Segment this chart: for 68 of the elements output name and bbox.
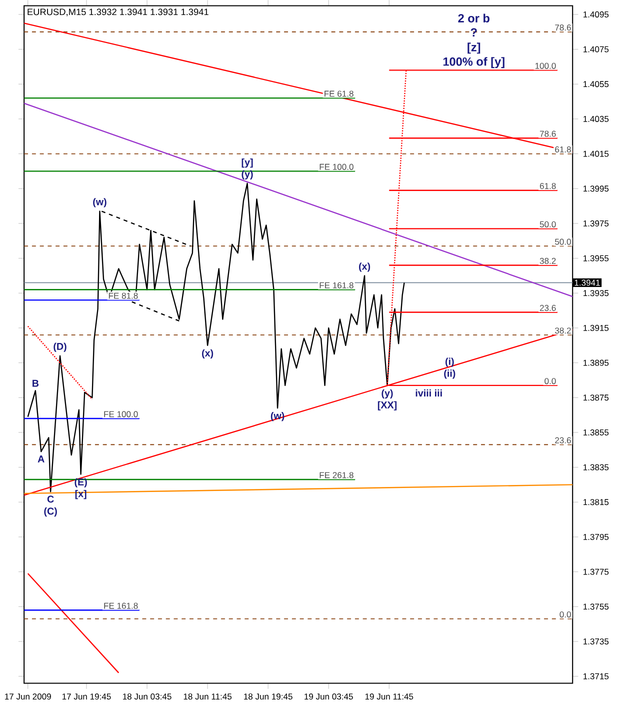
annotation: 23.6 <box>555 437 572 444</box>
annotation: 2 or b <box>458 14 490 22</box>
annotation: (w) <box>93 198 107 208</box>
x-tick-label: 19 Jun 11:45 <box>366 694 414 700</box>
annotation: FE 100.0 <box>104 411 138 418</box>
y-tick-label: 1.3735 <box>584 638 609 644</box>
y-tick-label: 1.3915 <box>584 324 609 331</box>
annotation: FE 161.8 <box>320 282 354 288</box>
annotation: 0.0 <box>544 378 556 384</box>
annotation: (y) <box>242 170 253 180</box>
annotation: FE 261.8 <box>320 472 354 478</box>
y-tick-label: 1.3715 <box>584 673 609 680</box>
annotation: (x) <box>359 262 370 272</box>
annotation: 100.0 <box>536 62 556 69</box>
annotation: 0.0 <box>560 611 572 618</box>
annotation: 38.2 <box>555 328 571 334</box>
y-tick-label: 1.3835 <box>584 464 609 470</box>
annotation: (y) <box>382 389 393 399</box>
x-tick-label: 19 Jun 03:45 <box>304 694 354 700</box>
annotation: 78.6 <box>555 24 572 31</box>
annotation: (D) <box>54 342 67 352</box>
annotation: 61.8 <box>555 146 572 152</box>
annotation: 78.6 <box>540 130 556 137</box>
y-tick-label: 1.4015 <box>584 150 609 157</box>
annotation: (E) <box>74 478 88 488</box>
y-tick-label: 1.3815 <box>584 499 609 506</box>
annotation: FE 100.0 <box>320 164 354 170</box>
annotation: 23.6 <box>540 304 556 311</box>
annotation: [XX] <box>378 401 397 410</box>
y-tick-label: 1.3955 <box>584 255 609 262</box>
annotation: 50.0 <box>555 238 572 245</box>
y-tick-label: 1.3975 <box>584 220 609 226</box>
annotation: iviii iii <box>416 389 442 396</box>
y-tick-label: 1.3855 <box>584 429 609 436</box>
annotation: 50.0 <box>540 221 556 228</box>
x-tick-label: 18 Jun 11:45 <box>184 694 232 700</box>
y-tick-label: 1.4075 <box>584 46 609 52</box>
annotation: FE 81.8 <box>109 292 138 299</box>
x-tick-label: 17 Jun 19:45 <box>62 694 111 700</box>
annotation: A <box>38 456 45 462</box>
annotation: 38.2 <box>540 258 556 264</box>
annotation: FE 161.8 <box>104 602 138 609</box>
annotation: (x) <box>202 349 214 358</box>
y-tick-label: 1.3895 <box>584 360 609 366</box>
ref-line-label: 1.3941 <box>574 280 600 286</box>
x-tick-label: 17 Jun 2009 <box>5 694 52 700</box>
annotation: FE 61.8 <box>324 90 354 97</box>
y-tick-label: 1.4095 <box>584 11 609 18</box>
annotation: (i) <box>446 358 454 367</box>
x-tick-label: 18 Jun 19:45 <box>244 694 293 700</box>
y-tick-label: 1.4055 <box>584 81 609 88</box>
x-tick-label: 18 Jun 03:45 <box>123 694 172 700</box>
y-tick-label: 1.3995 <box>584 186 609 192</box>
y-tick-label: 1.4035 <box>584 116 609 122</box>
annotation: C <box>48 496 54 503</box>
y-tick-label: 1.3875 <box>584 394 609 401</box>
annotation: [y] <box>242 158 253 168</box>
annotation: 100% of [y] <box>444 57 505 68</box>
y-tick-label: 1.3755 <box>584 604 609 610</box>
annotation: [z] <box>468 42 480 54</box>
y-tick-label: 1.3795 <box>584 534 609 540</box>
annotation: (ii) <box>444 370 456 379</box>
chart-title: EURUSD,M15 1.3932 1.3941 1.3931 1.3941 <box>28 8 209 16</box>
y-tick-label: 1.3935 <box>584 290 609 296</box>
annotation: B <box>32 380 39 387</box>
annotation: 61.8 <box>540 183 556 190</box>
y-tick-label: 1.3775 <box>584 568 609 575</box>
annotation: (C) <box>44 507 58 517</box>
